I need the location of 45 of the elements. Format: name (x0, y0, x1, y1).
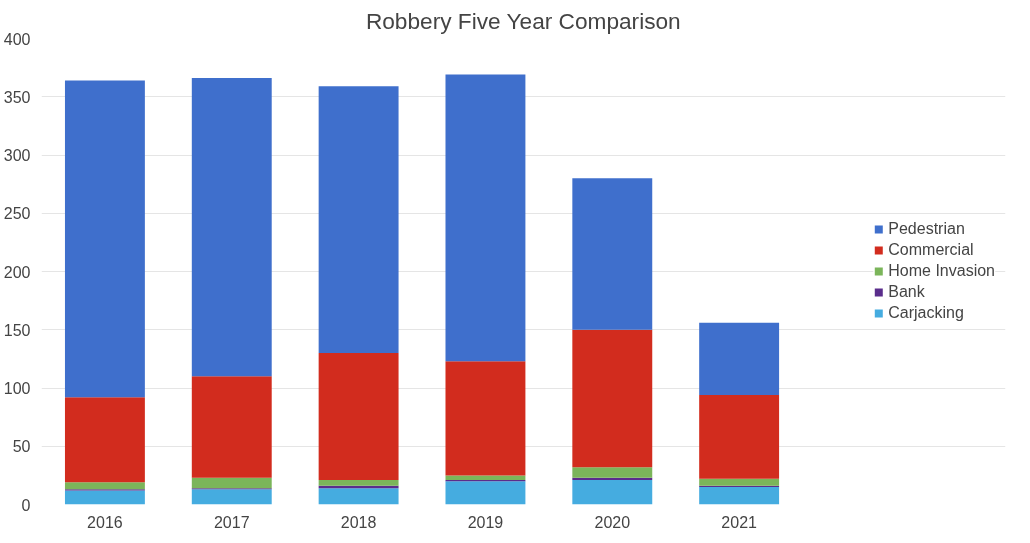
bar (191, 78, 272, 377)
bar (318, 488, 399, 505)
bar (318, 480, 399, 486)
legend-label: Home Invasion (888, 262, 995, 280)
bar (572, 329, 653, 468)
bar (572, 480, 653, 505)
bar (64, 397, 145, 483)
bar (191, 489, 272, 505)
bar (572, 467, 653, 478)
bar (445, 481, 526, 505)
y-tick-label: 400 (3, 30, 31, 48)
bar (64, 80, 145, 398)
bar (699, 322, 780, 395)
y-tick-label: 300 (3, 147, 31, 164)
bar (318, 353, 399, 481)
y-tick-label: 250 (3, 205, 31, 223)
y-tick-label: 0 (21, 496, 31, 514)
bar (572, 178, 653, 330)
x-tick-label: 2019 (467, 513, 504, 531)
bar (445, 475, 526, 481)
bar (445, 74, 526, 362)
y-tick-label: 200 (3, 263, 31, 281)
bar (699, 478, 780, 486)
chart-title: Robbery Five Year Comparison (365, 7, 681, 34)
bar (191, 477, 272, 489)
y-tick-label: 350 (3, 88, 31, 106)
x-tick-label: 2017 (213, 513, 250, 531)
bar (64, 482, 145, 490)
y-tick-label: 50 (12, 438, 31, 456)
x-tick-label: 2016 (87, 513, 123, 531)
legend-label: Commercial (888, 241, 974, 259)
bar (699, 487, 780, 505)
y-tick-label: 100 (3, 380, 31, 397)
bar (64, 490, 145, 505)
legend-label: Pedestrian (888, 220, 965, 238)
bar (445, 361, 526, 476)
legend-label: Carjacking (888, 304, 964, 322)
legend-label: Bank (888, 283, 925, 301)
x-tick-label: 2020 (594, 513, 631, 531)
x-tick-label: 2018 (340, 513, 377, 531)
x-tick-label: 2021 (721, 513, 758, 531)
bar (699, 394, 780, 479)
bar (318, 86, 399, 354)
y-tick-label: 150 (3, 321, 31, 339)
bar (191, 376, 272, 478)
